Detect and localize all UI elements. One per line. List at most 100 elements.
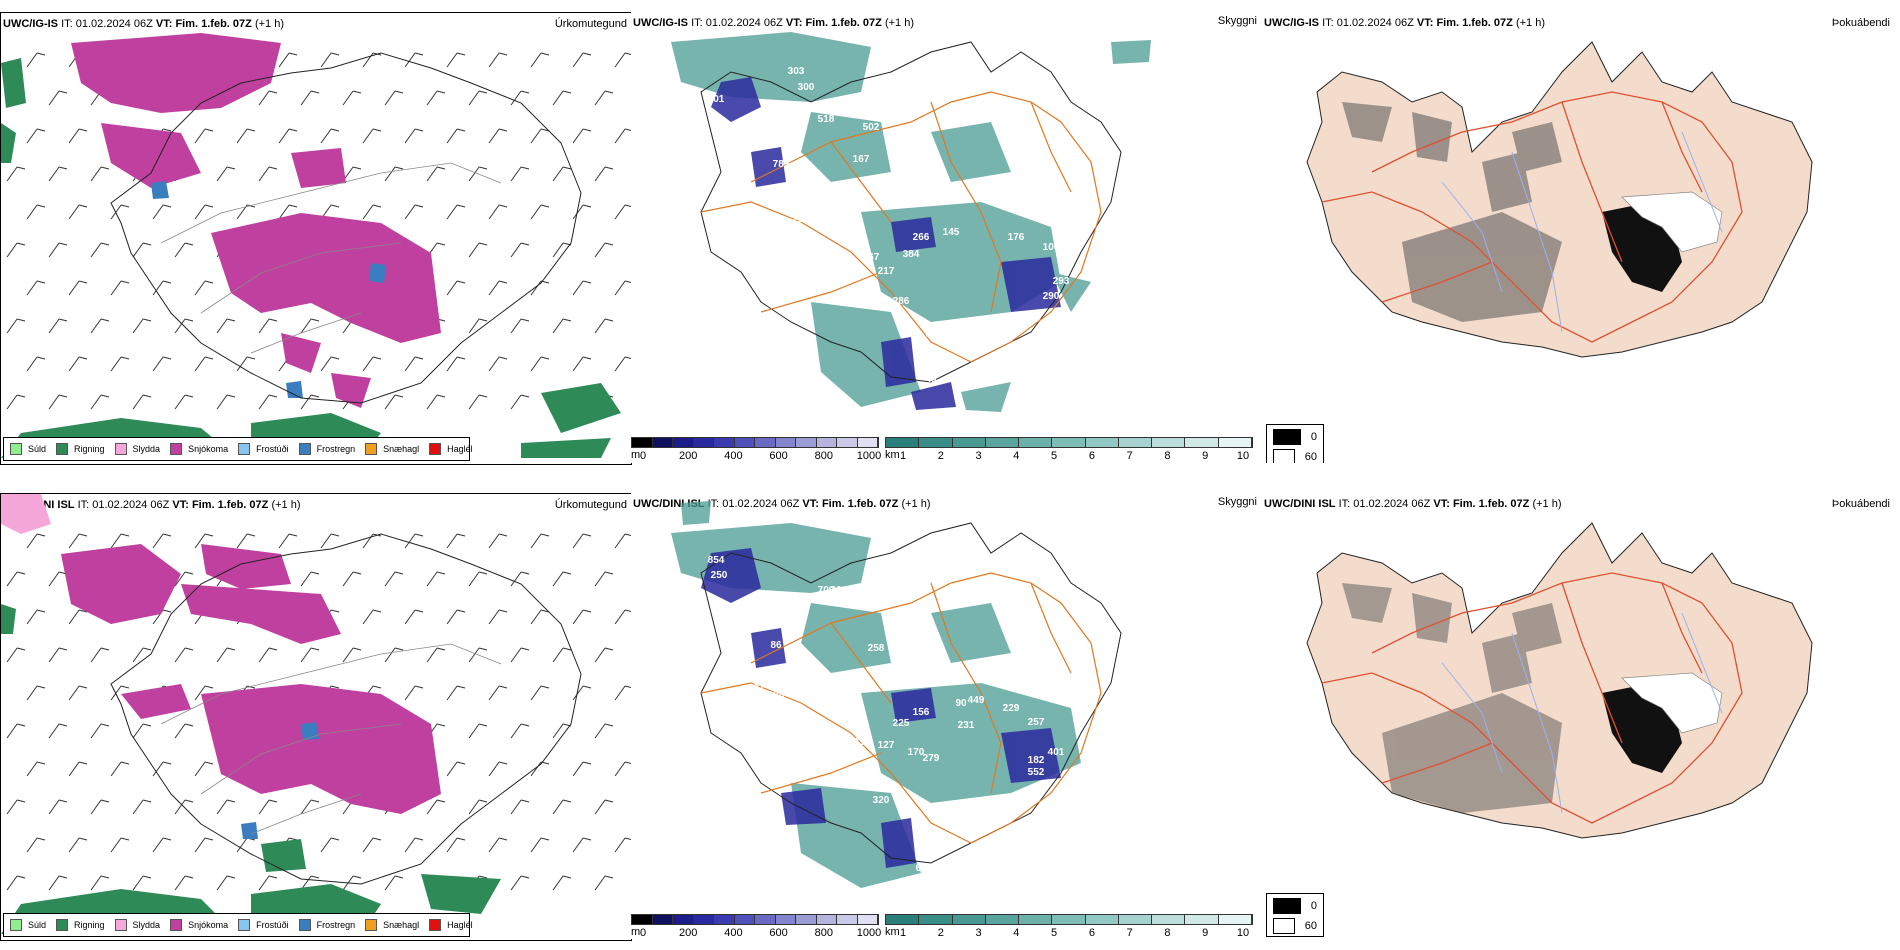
wind-barb <box>404 533 424 549</box>
lead-time: (+1 h) <box>884 17 914 29</box>
legend-item-4: Frostúði <box>238 919 289 931</box>
scale-color-cell <box>693 915 714 924</box>
wind-barb <box>384 166 404 182</box>
fog-map <box>1306 41 1813 358</box>
wind-barb <box>530 52 550 68</box>
wind-barb <box>216 318 236 334</box>
wind-barb <box>446 761 466 777</box>
precip-panel-row2: UWC/DINI ISL IT: 01.02.2024 06Z VT: Fim.… <box>0 493 632 941</box>
it-value: 01.02.2024 06Z <box>705 17 783 29</box>
wind-barb <box>614 685 631 701</box>
cloud-base-value: 250 <box>711 570 728 581</box>
legend-label: Haglél <box>447 920 473 930</box>
wind-barb <box>258 394 278 410</box>
wind-barb <box>194 761 214 777</box>
cloud-base-value: 258 <box>868 643 885 654</box>
wind-barb <box>572 609 592 625</box>
fog-roads <box>1321 572 1743 824</box>
cloud-base-value: 257 <box>1028 717 1045 728</box>
vt-label: VT: <box>1416 17 1434 29</box>
wind-barb <box>68 128 88 144</box>
wind-barb <box>614 761 631 777</box>
fog-legend-value: 0 <box>1310 900 1317 912</box>
precip-map <box>1 33 631 458</box>
wind-barb <box>174 318 194 334</box>
scale-color-cell <box>886 915 920 924</box>
scale-tick-label: 3 <box>975 450 982 462</box>
scale-tick-label: 800 <box>814 450 833 462</box>
cloud-base-value: 317 <box>783 600 800 611</box>
wind-barb <box>572 128 592 144</box>
wind-barb <box>278 52 298 68</box>
wind-barb <box>488 204 508 220</box>
cloud-base-value: 303 <box>788 66 805 77</box>
wind-barb <box>68 685 88 701</box>
wind-barb <box>572 837 592 853</box>
wind-barb <box>278 128 298 144</box>
wind-barb <box>26 609 46 625</box>
cloud-base-value: 293 <box>1053 276 1070 287</box>
wind-barb <box>300 394 320 410</box>
wind-barb <box>488 837 508 853</box>
wind-barb <box>488 356 508 372</box>
scale-color-cell <box>796 438 817 447</box>
wind-barb <box>488 128 508 144</box>
scale-color-cell <box>755 915 776 924</box>
legend-swatch <box>429 443 442 455</box>
scale-color-cell <box>714 915 735 924</box>
wind-barb <box>404 52 424 68</box>
wind-barb <box>194 204 214 220</box>
cloud-base-value: 86 <box>770 640 782 651</box>
wind-barb <box>614 204 631 220</box>
fog-rivers <box>1441 131 1723 333</box>
cloud-base-value: 384 <box>903 249 920 260</box>
legend-label: Snæhagl <box>383 920 420 930</box>
cloud-base-value: 167 <box>863 252 880 263</box>
legend-label: Slydda <box>132 920 161 930</box>
wind-barb <box>426 799 446 815</box>
wind-barb <box>26 204 46 220</box>
scale-tick-label: 3 <box>975 927 982 939</box>
wind-barb <box>510 723 530 739</box>
scale-color-cell <box>632 438 653 447</box>
wind-barb <box>446 685 466 701</box>
wind-barb <box>174 875 194 891</box>
wind-barb <box>48 394 68 410</box>
wind-barb <box>552 166 572 182</box>
wind-barb <box>530 204 550 220</box>
scale-tick-label: 2 <box>937 450 944 462</box>
legend-item-0: Súld <box>10 443 46 455</box>
model-label: UWC/DINI ISL <box>1264 498 1336 510</box>
wind-barb <box>68 761 88 777</box>
scale-tick-label: 400 <box>724 927 743 939</box>
wind-barb <box>404 609 424 625</box>
wind-barb <box>426 394 446 410</box>
panel-title: Skyggni <box>1217 496 1257 508</box>
fog-legend-swatch <box>1273 898 1301 914</box>
wind-barb <box>468 799 488 815</box>
wind-barb <box>384 647 404 663</box>
wind-barb <box>404 685 424 701</box>
wind-barb <box>132 647 152 663</box>
wind-barb <box>110 761 130 777</box>
height-scale: m 0 200 400 600 800 1000 <box>631 437 881 463</box>
wind-barb <box>258 318 278 334</box>
wind-barb <box>404 204 424 220</box>
vt-label: VT: <box>802 498 819 510</box>
height-scale: m 0 200 400 600 800 1000 <box>631 914 881 939</box>
wind-barb <box>594 799 614 815</box>
wind-barb <box>48 571 68 587</box>
wind-barb <box>174 723 194 739</box>
cloud-panel-row2: UWC/DINI ISL IT: 01.02.2024 06Z VT: Fim.… <box>631 493 1261 939</box>
legend-label: Súld <box>28 920 47 930</box>
scale-tick-label: 6 <box>1088 450 1095 462</box>
snow-areas <box>71 33 441 408</box>
wind-barb <box>90 166 110 182</box>
scale-color-cell <box>857 438 878 447</box>
wind-barb <box>90 647 110 663</box>
wind-barb <box>594 242 614 258</box>
legend-item-1: Rigning <box>56 443 105 455</box>
wind-barb <box>552 875 572 891</box>
height-scale-unit: m <box>631 449 641 461</box>
it-label: IT: <box>707 498 720 510</box>
